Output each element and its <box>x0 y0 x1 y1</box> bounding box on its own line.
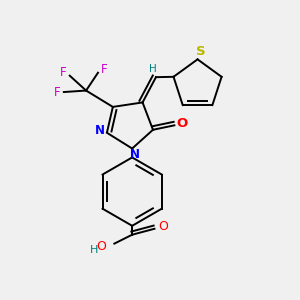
Text: S: S <box>196 45 205 58</box>
Text: N: N <box>95 124 105 137</box>
Text: H: H <box>90 244 98 255</box>
Text: O: O <box>158 220 168 233</box>
Text: F: F <box>60 66 67 79</box>
Text: N: N <box>130 148 140 161</box>
Text: F: F <box>101 63 108 76</box>
Text: H: H <box>149 64 157 74</box>
Text: O: O <box>177 117 188 130</box>
Text: O: O <box>96 239 106 253</box>
Text: F: F <box>54 85 61 98</box>
